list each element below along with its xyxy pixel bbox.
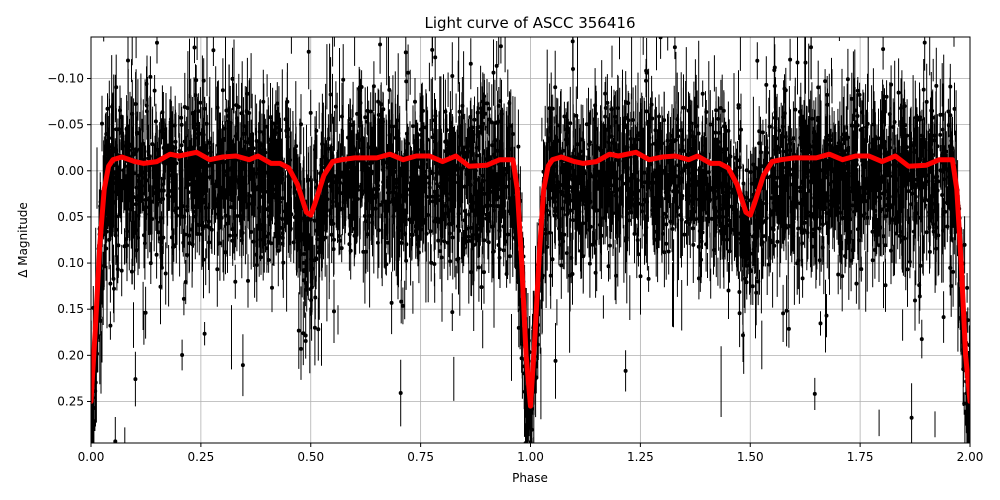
x-axis-ticks: 0.00 0.25 0.50 0.75 1.00 1.25 1.50 1.75 2.00 xyxy=(78,443,984,464)
y-tick-label: 0.15 xyxy=(57,302,84,316)
x-tick-label: 0.75 xyxy=(407,450,434,464)
chart-title: Light curve of ASCC 356416 xyxy=(425,14,636,32)
x-tick-label: 0.50 xyxy=(297,450,324,464)
y-tick-label: 0.00 xyxy=(57,164,84,178)
x-tick-label: 1.00 xyxy=(517,450,544,464)
x-tick-label: 1.75 xyxy=(847,450,874,464)
y-tick-label: 0.05 xyxy=(57,210,84,224)
x-tick-label: 1.50 xyxy=(737,450,764,464)
y-axis-label: Δ Magnitude xyxy=(16,202,30,278)
x-tick-label: 0.00 xyxy=(78,450,105,464)
x-tick-label: 2.00 xyxy=(957,450,984,464)
x-tick-label: 1.25 xyxy=(627,450,654,464)
x-axis-label: Phase xyxy=(512,471,548,485)
x-tick-label: 0.25 xyxy=(188,450,215,464)
y-tick-label: 0.10 xyxy=(57,256,84,270)
y-tick-label: −0.05 xyxy=(47,118,84,132)
model-fit-curve xyxy=(91,149,970,409)
y-tick-label: −0.10 xyxy=(47,72,84,86)
y-tick-label: 0.25 xyxy=(57,394,84,408)
y-tick-label: 0.20 xyxy=(57,348,84,362)
y-axis-ticks: −0.10 −0.05 0.00 0.05 0.10 0.15 0.20 0.25 xyxy=(47,72,91,408)
